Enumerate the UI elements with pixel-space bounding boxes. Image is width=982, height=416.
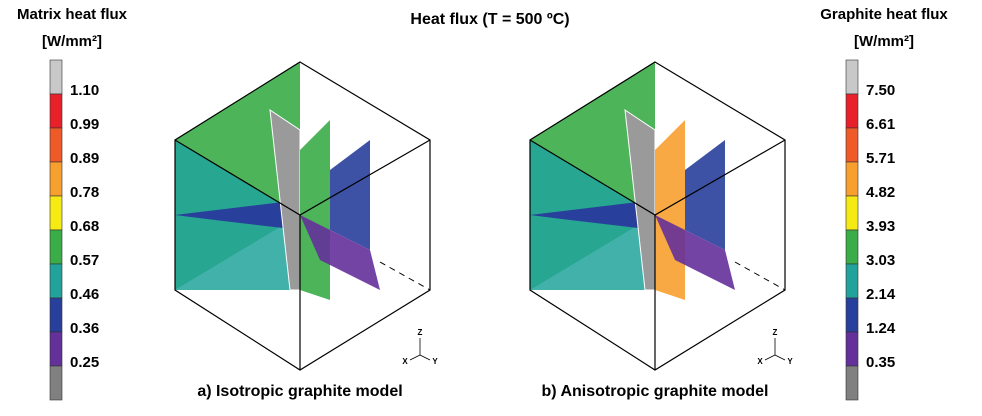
face xyxy=(300,120,330,300)
colorbar-segment xyxy=(50,60,62,94)
colorbar-label: 0.25 xyxy=(70,354,99,371)
figure-title: Heat flux (T = 500 ºC) xyxy=(410,11,569,28)
colorbar-segment xyxy=(846,196,858,230)
axis-label: Y xyxy=(787,357,793,366)
triad xyxy=(765,355,775,360)
colorbar-segment xyxy=(50,230,62,264)
colorbar-segment xyxy=(846,60,858,94)
colorbar-segment xyxy=(846,332,858,366)
triad xyxy=(410,355,420,360)
colorbar-label: 0.36 xyxy=(70,320,99,337)
triad xyxy=(775,355,785,360)
axis-label: Y xyxy=(432,357,438,366)
colorbar-segment xyxy=(846,264,858,298)
colorbar-label: 2.14 xyxy=(866,286,896,303)
colorbar-label: 0.89 xyxy=(70,150,99,167)
colorbar-title: Graphite heat flux xyxy=(820,6,948,23)
hidden-edge xyxy=(735,262,785,290)
colorbar-label: 3.93 xyxy=(866,218,895,235)
colorbar-segment xyxy=(846,94,858,128)
colorbar-segment xyxy=(50,298,62,332)
face xyxy=(655,120,685,300)
triad xyxy=(420,355,430,360)
panel-caption: a) Isotropic graphite model xyxy=(197,383,402,400)
axis-label: Z xyxy=(418,328,423,337)
colorbar-segment xyxy=(846,366,858,400)
colorbar-segment xyxy=(846,162,858,196)
colorbar-title: Matrix heat flux xyxy=(17,6,128,23)
hidden-edge xyxy=(380,262,430,290)
colorbar-label: 3.03 xyxy=(866,252,895,269)
colorbar-segment xyxy=(50,366,62,400)
colorbar-label: 5.71 xyxy=(866,150,895,167)
colorbar-segment xyxy=(50,264,62,298)
cube-render: Z X Ya) Isotropic graphite model xyxy=(175,62,438,400)
colorbar-label: 0.68 xyxy=(70,218,99,235)
colorbar-label: 0.78 xyxy=(70,184,99,201)
cube-render: Z X Yb) Anisotropic graphite model xyxy=(530,62,793,400)
axis-label: X xyxy=(402,357,408,366)
colorbar-label: 0.35 xyxy=(866,354,895,371)
colorbar-label: 6.61 xyxy=(866,116,895,133)
colorbar-unit: [W/mm²] xyxy=(854,33,914,50)
colorbar-segment xyxy=(846,298,858,332)
colorbar-segment xyxy=(50,196,62,230)
colorbar-segment xyxy=(50,128,62,162)
colorbar-segment xyxy=(846,128,858,162)
colorbar-label: 1.10 xyxy=(70,82,99,99)
panel-caption: b) Anisotropic graphite model xyxy=(542,383,769,400)
colorbar-segment xyxy=(50,94,62,128)
colorbar-segment xyxy=(50,162,62,196)
axis-label: Z xyxy=(773,328,778,337)
colorbar-unit: [W/mm²] xyxy=(42,33,102,50)
colorbar-label: 0.99 xyxy=(70,116,99,133)
colorbar-label: 0.57 xyxy=(70,252,99,269)
figure: Heat flux (T = 500 ºC) Matrix heat flux [… xyxy=(0,0,982,411)
colorbar-label: 1.24 xyxy=(866,320,896,337)
colorbar-segment xyxy=(846,230,858,264)
colorbar-label: 4.82 xyxy=(866,184,895,201)
colorbar-label: 0.46 xyxy=(70,286,99,303)
colorbar-segment xyxy=(50,332,62,366)
colorbar-label: 7.50 xyxy=(866,82,895,99)
axis-label: X xyxy=(757,357,763,366)
